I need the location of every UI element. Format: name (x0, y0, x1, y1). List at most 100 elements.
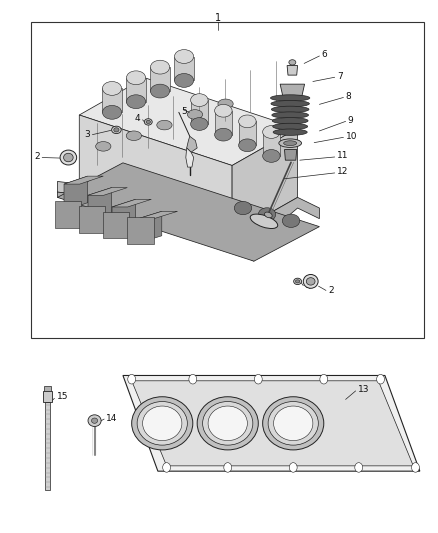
Ellipse shape (92, 418, 98, 423)
Polygon shape (112, 199, 136, 232)
Ellipse shape (143, 406, 182, 441)
Ellipse shape (215, 104, 232, 117)
Bar (31, 22, 424, 338)
Polygon shape (64, 176, 103, 184)
Text: 14: 14 (106, 414, 118, 423)
Ellipse shape (126, 131, 141, 141)
Text: 15: 15 (57, 392, 68, 401)
Text: 2: 2 (34, 152, 40, 161)
Bar (127, 217, 153, 244)
Polygon shape (123, 375, 420, 471)
Ellipse shape (272, 106, 309, 112)
Text: 11: 11 (337, 151, 348, 160)
Polygon shape (186, 148, 194, 167)
Polygon shape (57, 163, 319, 261)
Text: 1: 1 (215, 13, 221, 23)
Polygon shape (64, 176, 88, 211)
Ellipse shape (60, 150, 77, 165)
Polygon shape (132, 381, 413, 466)
Ellipse shape (191, 118, 208, 131)
Polygon shape (150, 67, 170, 91)
Text: 4: 4 (135, 114, 141, 123)
Polygon shape (138, 211, 162, 243)
Polygon shape (263, 132, 280, 156)
Ellipse shape (174, 74, 194, 87)
Polygon shape (215, 111, 232, 135)
Ellipse shape (88, 415, 101, 426)
Circle shape (289, 463, 297, 472)
Ellipse shape (95, 142, 111, 151)
Ellipse shape (203, 401, 253, 445)
Text: 2: 2 (328, 286, 334, 295)
Text: 12: 12 (337, 167, 348, 176)
Text: 6: 6 (321, 51, 327, 59)
Ellipse shape (271, 101, 309, 107)
Ellipse shape (215, 128, 232, 141)
Ellipse shape (150, 60, 170, 74)
Polygon shape (57, 192, 254, 261)
Ellipse shape (295, 280, 300, 283)
Ellipse shape (279, 139, 301, 148)
Ellipse shape (239, 115, 256, 128)
Bar (103, 212, 130, 238)
Ellipse shape (239, 139, 256, 152)
Ellipse shape (102, 82, 122, 95)
Ellipse shape (258, 208, 276, 221)
Circle shape (355, 463, 363, 472)
Ellipse shape (234, 201, 252, 215)
Ellipse shape (303, 274, 318, 288)
Ellipse shape (283, 214, 300, 228)
Ellipse shape (306, 278, 315, 285)
Ellipse shape (102, 106, 122, 119)
Ellipse shape (263, 126, 280, 139)
Text: 7: 7 (337, 71, 343, 80)
Polygon shape (45, 402, 49, 490)
Ellipse shape (157, 120, 172, 130)
Ellipse shape (114, 128, 119, 132)
Bar (55, 201, 81, 228)
Ellipse shape (273, 129, 307, 135)
Polygon shape (112, 199, 151, 207)
Polygon shape (280, 84, 304, 96)
Text: 3: 3 (85, 130, 90, 139)
Ellipse shape (265, 212, 272, 218)
Text: 9: 9 (348, 116, 353, 125)
Ellipse shape (187, 110, 203, 119)
Ellipse shape (268, 401, 318, 445)
Ellipse shape (289, 60, 296, 65)
Ellipse shape (127, 71, 146, 85)
Ellipse shape (145, 119, 152, 125)
Polygon shape (57, 181, 254, 256)
Ellipse shape (127, 95, 146, 109)
Ellipse shape (271, 95, 310, 101)
Ellipse shape (250, 214, 278, 229)
Polygon shape (285, 150, 297, 160)
Polygon shape (232, 128, 297, 235)
Polygon shape (138, 211, 177, 219)
Ellipse shape (132, 397, 193, 450)
Text: 5: 5 (181, 107, 187, 116)
Circle shape (377, 374, 385, 384)
Ellipse shape (293, 278, 301, 285)
Bar (44, 386, 51, 391)
Ellipse shape (112, 126, 121, 134)
Polygon shape (127, 78, 146, 102)
Polygon shape (102, 88, 122, 112)
Ellipse shape (208, 406, 247, 441)
Ellipse shape (146, 120, 150, 124)
Ellipse shape (137, 401, 187, 445)
Circle shape (162, 463, 170, 472)
Bar (42, 391, 52, 402)
Polygon shape (187, 136, 197, 152)
Polygon shape (79, 115, 232, 235)
Polygon shape (88, 188, 127, 195)
Circle shape (254, 374, 262, 384)
Ellipse shape (197, 397, 258, 450)
Ellipse shape (272, 112, 308, 118)
Polygon shape (174, 56, 194, 80)
Circle shape (189, 374, 197, 384)
Ellipse shape (64, 154, 73, 162)
Ellipse shape (284, 141, 297, 146)
Polygon shape (88, 188, 112, 221)
Polygon shape (232, 197, 319, 245)
